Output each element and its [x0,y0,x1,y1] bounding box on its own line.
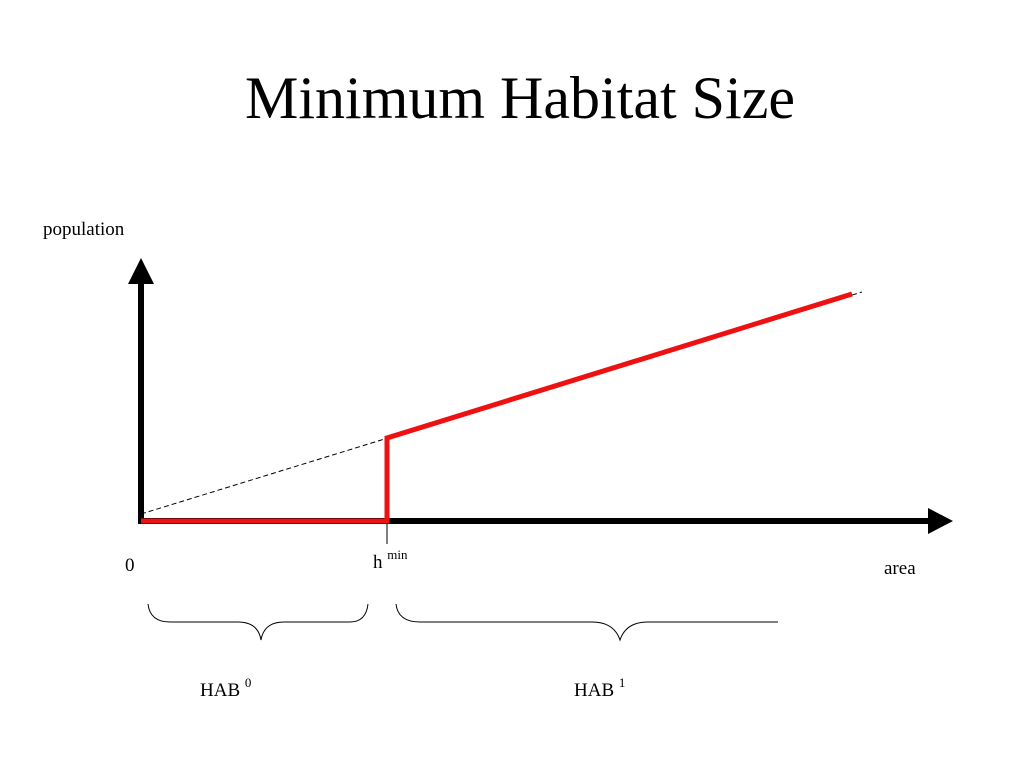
threshold-label-sup: min [387,547,408,562]
slide-title: Minimum Habitat Size [245,65,795,131]
y-axis-arrowhead [128,258,154,284]
brace-right-label-sup: 1 [619,675,626,690]
brace-right-label: HAB 1 [574,675,625,701]
y-axis-label: population [43,219,125,240]
brace-left [147,603,369,641]
brace-left-label: HAB 0 [200,675,251,701]
threshold-label: h min [373,547,408,573]
x-axis-label: area [884,558,916,579]
brace-right [395,603,778,642]
brace-left-label-base: HAB [200,680,240,701]
brace-left-label-sup: 0 [245,675,252,690]
threshold-label-base: h [373,552,383,573]
x-axis-arrowhead [928,508,953,534]
population-curve [141,291,853,524]
brace-right-label-base: HAB [574,680,614,701]
origin-label: 0 [125,555,135,576]
